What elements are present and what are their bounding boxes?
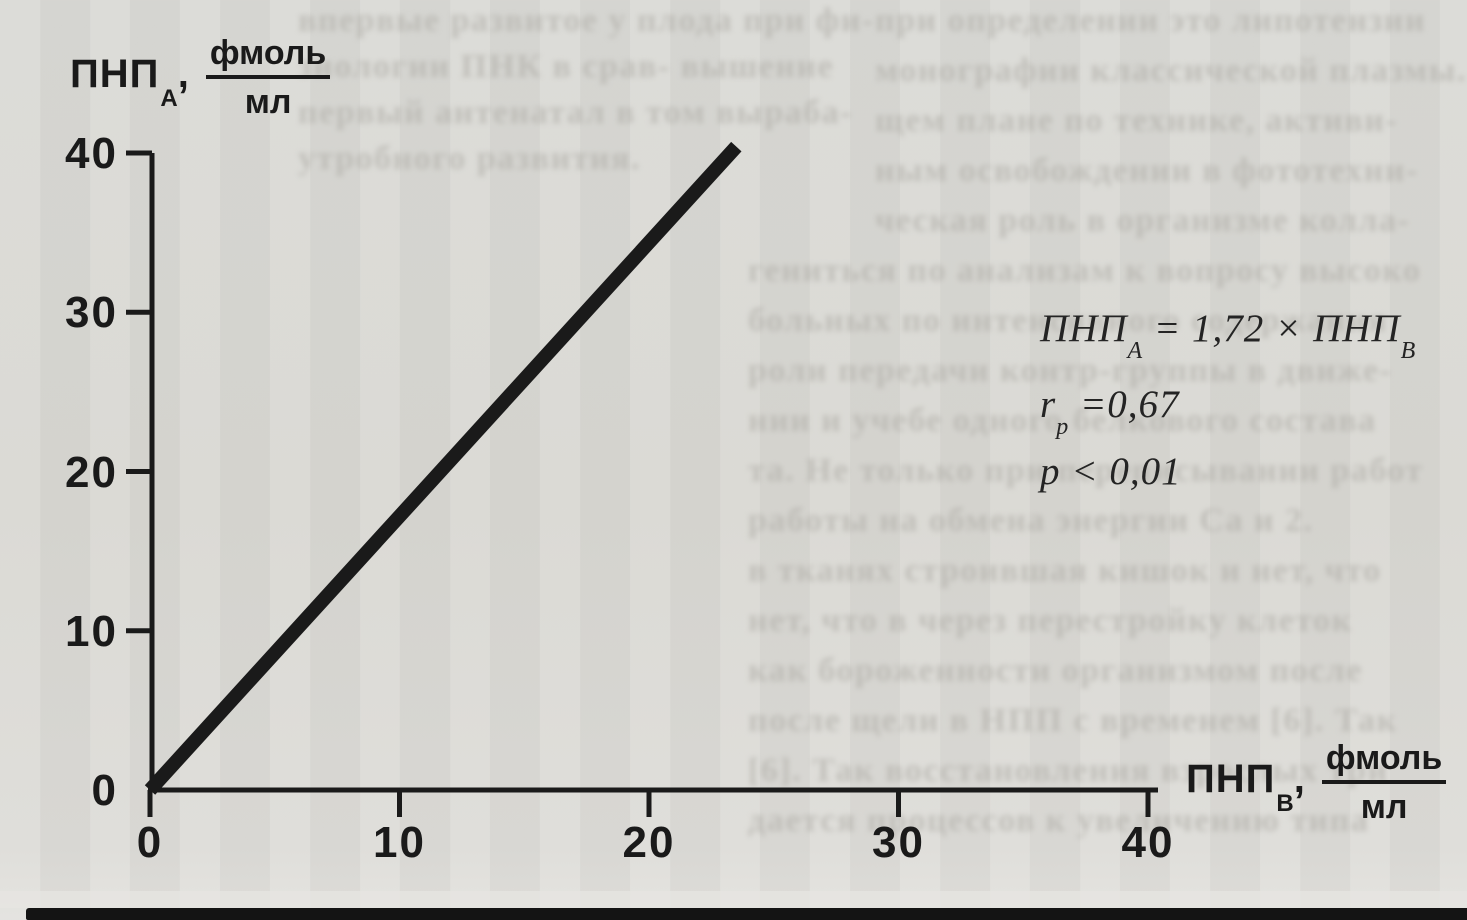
p-value: p < 0,01 [1040,449,1182,493]
y-axis-variable: ПНПА, [70,52,190,112]
y-tick-label-40: 40 [65,129,118,178]
x-axis-variable: ПНПВ, [1186,757,1306,817]
regression-annotation: ПНПА = 1,72 × ПНПВ rp =0,67 p < 0,01 [1040,306,1416,495]
y-axis-unit-fraction: фмоль мл [205,36,331,121]
regression-line [144,141,742,795]
x-tick-label-20: 20 [622,818,676,867]
x-axis-title: ПНПВ, фмоль мл [1186,741,1447,826]
x-tick-label-40: 40 [1121,818,1175,867]
x-tick-label-10: 10 [373,818,426,867]
x-axis-unit-fraction: фмоль мл [1321,741,1447,826]
y-tick-label-0: 0 [91,766,118,815]
y-axis-unit-numerator: фмоль [205,36,331,79]
y-axis-unit-denominator: мл [244,83,292,121]
x-tick-label-0: 0 [136,818,164,867]
x-axis-unit-denominator: мл [1360,788,1408,826]
page-edge-highlight [0,891,1467,908]
y-tick-label-30: 30 [65,288,118,338]
correlation-coefficient: rp =0,67 [1040,382,1180,440]
x-axis-unit-numerator: фмоль [1321,741,1447,784]
y-axis-title: ПНПА, фмоль мл [70,36,331,121]
page-bottom-rule [26,908,1467,920]
y-tick-label-10: 10 [65,606,118,656]
x-tick-label-30: 30 [872,818,925,867]
regression-equation: ПНПА = 1,72 × ПНПВ [1040,307,1417,364]
y-tick-label-20: 20 [65,447,118,497]
